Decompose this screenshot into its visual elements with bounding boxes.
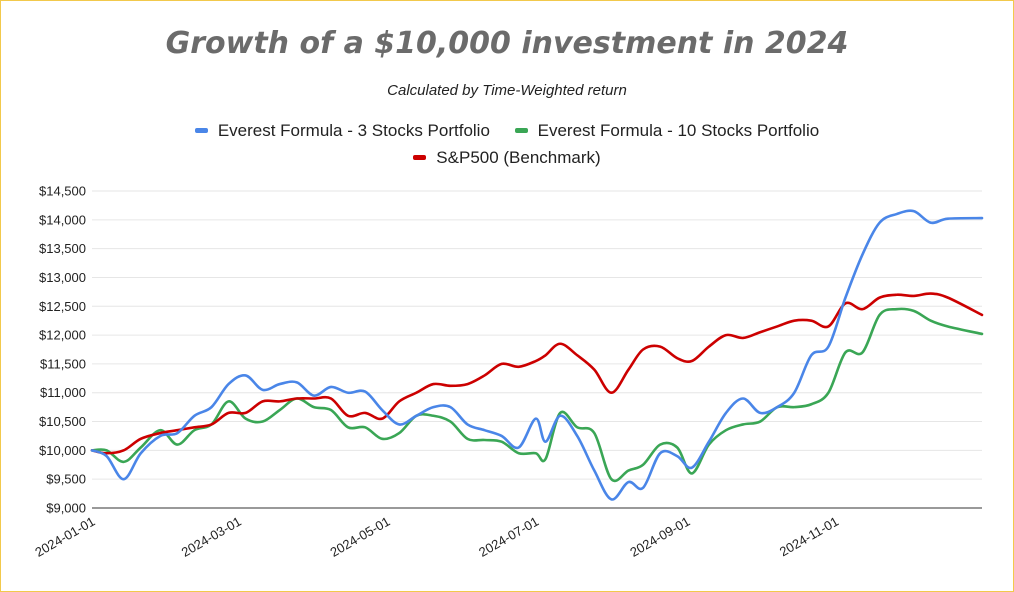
x-tick-label: 2024-09-01 xyxy=(627,514,692,560)
legend-label-3-stocks: Everest Formula - 3 Stocks Portfolio xyxy=(217,120,490,140)
y-tick-label: $13,000 xyxy=(39,270,86,285)
x-tick-label: 2024-03-01 xyxy=(179,514,244,560)
y-tick-label: $10,000 xyxy=(39,443,86,458)
legend-item-sp500: S&P500 (Benchmark) xyxy=(413,147,601,168)
y-tick-label: $13,500 xyxy=(39,241,86,256)
legend-swatch-10-stocks xyxy=(514,128,528,133)
y-tick-label: $12,500 xyxy=(39,299,86,314)
chart-title: Growth of a $10,000 investment in 2024 xyxy=(165,26,849,61)
series-line-sp500 xyxy=(90,292,984,455)
y-tick-label: $12,000 xyxy=(39,328,86,343)
legend-item-10-stocks: Everest Formula - 10 Stocks Portfolio xyxy=(514,120,820,141)
y-tick-label: $11,500 xyxy=(40,356,86,371)
y-tick-label: $14,000 xyxy=(39,212,86,227)
legend-item-3-stocks: Everest Formula - 3 Stocks Portfolio xyxy=(194,120,490,141)
series-line-3-stocks xyxy=(90,209,984,501)
y-tick-label: $9,000 xyxy=(46,501,86,516)
series-lines xyxy=(90,209,984,501)
x-tick-label: 2024-11-01 xyxy=(777,514,841,560)
legend-label-sp500: S&P500 (Benchmark) xyxy=(436,147,601,167)
legend-swatch-3-stocks xyxy=(194,128,208,133)
y-tick-label: $11,000 xyxy=(40,385,86,400)
x-tick-label: 2024-01-01 xyxy=(32,514,97,560)
legend-swatch-sp500 xyxy=(413,155,427,160)
legend-row-1: Everest Formula - 3 Stocks Portfolio Eve… xyxy=(0,118,1014,141)
legend-label-10-stocks: Everest Formula - 10 Stocks Portfolio xyxy=(537,120,820,140)
chart-subtitle: Calculated by Time-Weighted return xyxy=(387,82,627,99)
x-tick-label: 2024-05-01 xyxy=(327,514,392,560)
y-axis-ticks: $9,000 $9,500 $10,000 $10,500 $11,000 $11,500… xyxy=(39,184,86,516)
x-tick-label: 2024-07-01 xyxy=(476,514,541,560)
x-axis-ticks: 2024-01-01 2024-03-01 2024-05-01 2024-07-01… xyxy=(32,514,841,560)
y-tick-label: $14,500 xyxy=(39,184,86,199)
legend-row-2: S&P500 (Benchmark) xyxy=(0,145,1014,168)
y-tick-label: $9,500 xyxy=(46,472,86,487)
y-tick-label: $10,500 xyxy=(39,414,86,429)
